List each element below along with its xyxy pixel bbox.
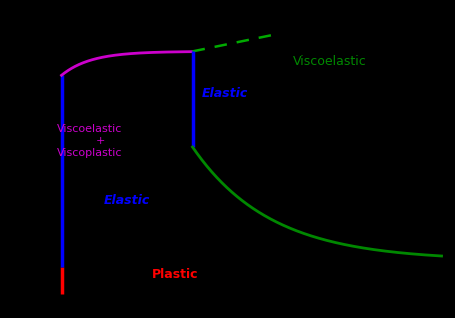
Text: Viscoelastic: Viscoelastic	[293, 55, 367, 68]
Text: Viscoelastic
      +
Viscoplastic: Viscoelastic + Viscoplastic	[57, 124, 123, 158]
Text: Elastic: Elastic	[202, 87, 248, 100]
Text: Elastic: Elastic	[104, 194, 150, 207]
Text: Plastic: Plastic	[152, 267, 198, 280]
